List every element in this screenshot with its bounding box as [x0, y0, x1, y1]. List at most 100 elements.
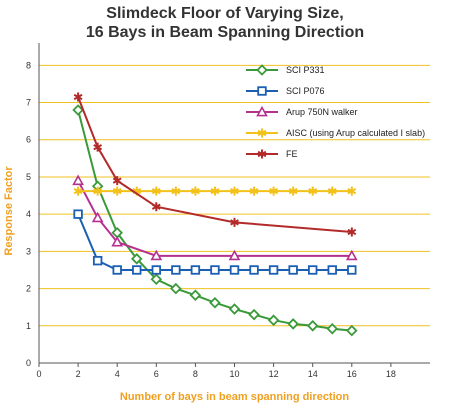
series-arup-750n-walker	[72, 174, 358, 261]
data-point-sci-p076-0	[73, 209, 83, 219]
data-point-sci-p331-13	[326, 322, 339, 335]
data-point-aisc-using-arup-calculated-i-slab-2	[112, 186, 122, 196]
data-point-aisc-using-arup-calculated-i-slab-6	[190, 186, 200, 196]
data-point-sci-p076-10	[268, 265, 279, 275]
y-tick-label-2: 2	[26, 284, 31, 294]
data-point-aisc-using-arup-calculated-i-slab-0	[73, 186, 83, 196]
series-aisc-using-arup-calculated-i-slab	[73, 186, 357, 196]
series-sci-p076	[73, 209, 357, 275]
data-point-sci-p076-13	[327, 265, 337, 275]
data-point-sci-p076-7	[210, 265, 220, 275]
y-tick-label-6: 6	[26, 135, 31, 145]
x-axis-title: Number of bays in beam spanning directio…	[120, 391, 349, 403]
data-point-fe-5	[347, 227, 357, 237]
data-point-arup-750n-walker-1	[91, 211, 104, 223]
gridlines	[39, 64, 430, 327]
x-tick-label-6: 6	[154, 369, 159, 379]
y-tick-label-1: 1	[26, 321, 31, 331]
y-axis-title: Response Factor	[3, 166, 15, 256]
x-tick-label-12: 12	[269, 369, 279, 379]
data-point-fe-3	[151, 202, 161, 212]
legend-marker-fe	[257, 149, 267, 159]
data-point-sci-p076-11	[288, 265, 298, 275]
x-tick-label-2: 2	[76, 369, 81, 379]
data-point-sci-p331-7	[209, 296, 221, 309]
legend-marker-sci-p331	[256, 64, 268, 76]
data-point-aisc-using-arup-calculated-i-slab-11	[288, 186, 298, 196]
data-point-sci-p331-6	[189, 289, 202, 302]
legend-item-sci-p331: SCI P331	[246, 64, 325, 76]
data-point-sci-p331-10	[267, 314, 280, 326]
x-tick-label-4: 4	[115, 369, 120, 379]
y-tick-label-3: 3	[26, 246, 31, 256]
x-tick-label-14: 14	[308, 369, 318, 379]
y-tick-label-5: 5	[26, 172, 31, 182]
legend-item-aisc-using-arup-calculated-i-slab: AISC (using Arup calculated I slab)	[246, 128, 425, 138]
series-sci-p331	[72, 104, 358, 337]
data-point-fe-4	[230, 217, 239, 227]
legend-marker-sci-p076	[257, 86, 267, 96]
data-point-aisc-using-arup-calculated-i-slab-4	[151, 186, 161, 196]
data-point-aisc-using-arup-calculated-i-slab-5	[171, 186, 181, 196]
data-point-sci-p076-9	[249, 265, 259, 275]
data-point-aisc-using-arup-calculated-i-slab-7	[210, 186, 220, 196]
data-point-aisc-using-arup-calculated-i-slab-14	[347, 186, 357, 196]
data-point-fe-1	[93, 142, 103, 152]
data-point-sci-p331-0	[72, 104, 84, 116]
data-point-sci-p331-5	[170, 282, 182, 295]
data-point-sci-p076-4	[151, 265, 161, 275]
data-point-sci-p076-5	[171, 265, 181, 275]
data-point-aisc-using-arup-calculated-i-slab-13	[327, 186, 337, 196]
data-point-aisc-using-arup-calculated-i-slab-12	[308, 186, 318, 196]
chart-title: Slimdeck Floor of Varying Size, 16 Bays …	[0, 4, 450, 42]
data-point-aisc-using-arup-calculated-i-slab-1	[93, 186, 103, 196]
data-point-sci-p076-12	[307, 265, 318, 275]
data-point-sci-p076-3	[132, 265, 142, 275]
legend-item-sci-p076: SCI P076	[246, 86, 325, 96]
legend-label-sci-p076: SCI P076	[286, 86, 325, 96]
data-point-arup-750n-walker-3	[150, 249, 163, 261]
data-point-sci-p076-1	[92, 255, 103, 266]
data-point-sci-p331-4	[150, 273, 163, 286]
legend-item-fe: FE	[246, 149, 298, 159]
series-line-fe	[77, 96, 352, 234]
x-tick-label-0: 0	[36, 369, 41, 379]
data-point-sci-p076-2	[112, 265, 122, 275]
data-point-sci-p331-12	[306, 320, 319, 332]
data-point-fe-2	[112, 176, 122, 186]
series-fe	[73, 92, 357, 237]
data-point-sci-p331-9	[248, 308, 260, 321]
legend-label-arup-750n-walker: Arup 750N walker	[286, 107, 358, 117]
legend-marker-arup-750n-walker	[256, 105, 268, 117]
data-point-sci-p076-6	[190, 265, 201, 275]
x-tick-label-10: 10	[229, 369, 239, 379]
legend-label-aisc-using-arup-calculated-i-slab: AISC (using Arup calculated I slab)	[286, 128, 425, 138]
x-tick-label-16: 16	[347, 369, 357, 379]
y-tick-label-0: 0	[26, 358, 31, 368]
y-tick-label-4: 4	[26, 209, 31, 219]
data-point-sci-p331-8	[228, 303, 241, 315]
data-point-sci-p331-11	[287, 318, 299, 330]
y-tick-label-8: 8	[26, 60, 31, 70]
data-point-aisc-using-arup-calculated-i-slab-10	[269, 186, 279, 196]
legend-item-arup-750n-walker: Arup 750N walker	[246, 105, 358, 117]
chart-subtitle: 16 Bays in Beam Spanning Direction	[85, 24, 365, 41]
series-group	[72, 92, 358, 337]
data-point-arup-750n-walker-4	[228, 249, 241, 261]
data-point-arup-750n-walker-2	[111, 235, 124, 247]
legend-marker-aisc-using-arup-calculated-i-slab	[257, 128, 267, 138]
data-point-arup-750n-walker-5	[345, 249, 358, 261]
series-line-arup-750n-walker	[77, 180, 352, 257]
data-point-sci-p076-8	[229, 265, 240, 275]
data-point-arup-750n-walker-0	[72, 174, 84, 186]
data-point-aisc-using-arup-calculated-i-slab-8	[230, 186, 239, 196]
data-point-sci-p076-14	[347, 265, 357, 275]
data-point-aisc-using-arup-calculated-i-slab-9	[249, 186, 259, 196]
chart-title-line-1: Slimdeck Floor of Varying Size,	[106, 5, 344, 22]
legend-label-fe: FE	[286, 149, 298, 159]
data-point-sci-p331-3	[130, 253, 143, 265]
legend-label-sci-p331: SCI P331	[286, 65, 325, 75]
data-point-fe-0	[73, 92, 83, 102]
